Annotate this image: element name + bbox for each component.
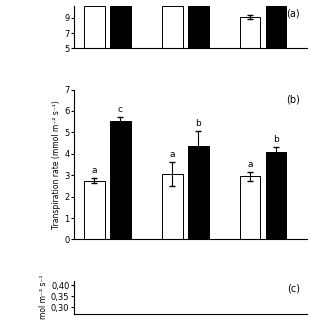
Bar [110, 121, 131, 239]
Bar [110, 6, 131, 86]
Y-axis label: mol m⁻² s⁻¹: mol m⁻² s⁻¹ [39, 275, 48, 319]
Bar [240, 176, 260, 239]
Bar [84, 6, 105, 86]
Text: a: a [92, 166, 97, 175]
Text: b: b [273, 135, 279, 144]
Text: a: a [247, 160, 253, 169]
Bar [162, 6, 183, 86]
Bar [240, 17, 260, 86]
Bar [188, 146, 209, 239]
Bar [266, 152, 286, 239]
Text: a: a [170, 150, 175, 159]
Text: b: b [195, 119, 201, 128]
Text: (c): (c) [287, 283, 300, 293]
Text: c: c [118, 105, 123, 114]
Bar [162, 174, 183, 239]
Bar [266, 6, 286, 86]
Y-axis label: Transpiration rate (mmol m⁻² s⁻¹): Transpiration rate (mmol m⁻² s⁻¹) [52, 100, 61, 229]
Text: (a): (a) [287, 9, 300, 19]
Bar [188, 6, 209, 86]
Bar [84, 180, 105, 239]
Text: (b): (b) [286, 94, 300, 104]
